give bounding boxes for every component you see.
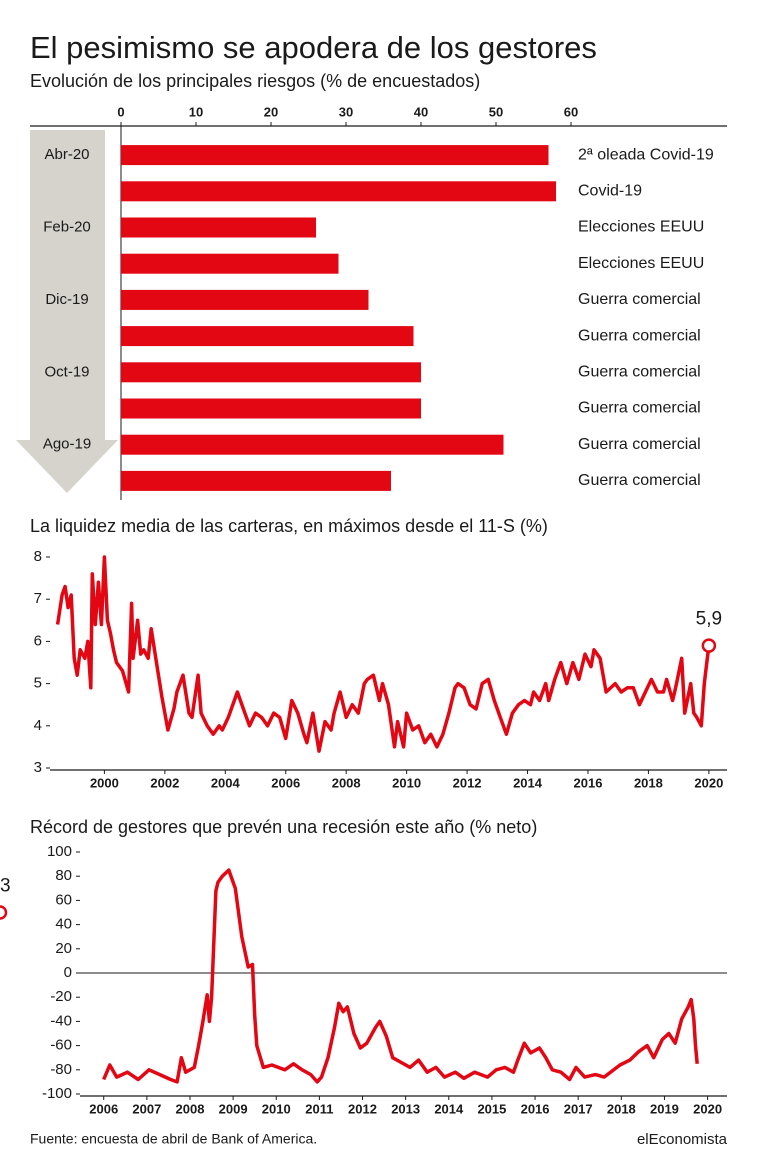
x-tick-label: 30	[339, 104, 353, 119]
x-tick-label: 2007	[132, 1101, 161, 1116]
y-tick-label: 5	[34, 675, 42, 692]
line	[102, 868, 699, 1084]
y-tick-label: 3	[34, 759, 42, 776]
bar-label: Guerra comercial	[578, 400, 701, 417]
row-label: Abr-20	[44, 146, 89, 163]
x-tick-label: 2008	[176, 1101, 205, 1116]
x-tick-label: 50	[489, 104, 503, 119]
bar	[121, 362, 421, 383]
row-label: Feb-20	[43, 218, 91, 235]
bar	[121, 470, 391, 491]
x-tick-label: 2010	[262, 1101, 291, 1116]
y-tick-label: 6	[34, 632, 42, 649]
y-tick-label: 4	[34, 717, 42, 734]
bar-label: 2ª oleada Covid-19	[578, 146, 714, 163]
y-tick-label: -60	[50, 1037, 72, 1054]
x-tick-label: 2020	[694, 775, 723, 790]
value-label: 93	[0, 876, 11, 897]
x-tick-label: 10	[189, 104, 203, 119]
chart-subtitle: La liquidez media de las carteras, en má…	[30, 516, 548, 536]
bar-label: Guerra comercial	[578, 327, 701, 344]
x-tick-label: 2004	[211, 775, 241, 790]
bar	[121, 181, 556, 202]
x-tick-label: 2012	[348, 1101, 377, 1116]
y-tick-label: -20	[50, 988, 72, 1005]
bar-label: Guerra comercial	[578, 364, 701, 381]
value-label: 5,9	[696, 609, 722, 630]
x-tick-label: 2012	[453, 775, 482, 790]
bar	[121, 326, 414, 347]
bar-label: Elecciones EEUU	[578, 219, 704, 236]
chart-subtitle: Récord de gestores que prevén una recesi…	[30, 817, 537, 837]
x-tick-label: 2002	[150, 775, 179, 790]
y-tick-label: 100	[47, 843, 72, 860]
bar	[121, 253, 339, 274]
x-tick-label: 2006	[89, 1101, 118, 1116]
time-arrow	[16, 130, 118, 493]
row-label: Dic-19	[45, 291, 88, 308]
y-tick-label: 7	[34, 590, 42, 607]
bar-label: Guerra comercial	[578, 291, 701, 308]
y-tick-label: 60	[55, 891, 72, 908]
x-tick-label: 2008	[332, 775, 361, 790]
x-tick-label: 2016	[574, 775, 603, 790]
x-tick-label: 2006	[271, 775, 300, 790]
x-tick-label: 40	[414, 104, 428, 119]
bar-label: Covid-19	[578, 183, 642, 200]
y-tick-label: -100	[42, 1085, 72, 1102]
bar	[121, 217, 316, 238]
x-tick-label: 2014	[513, 775, 543, 790]
bar-label: Guerra comercial	[578, 472, 701, 489]
chart-subtitle: Evolución de los principales riesgos (% …	[30, 71, 480, 91]
y-tick-label: 0	[64, 964, 72, 981]
bar	[121, 398, 421, 419]
x-tick-label: 0	[117, 104, 124, 119]
x-tick-label: 2010	[392, 775, 421, 790]
bar-label: Elecciones EEUU	[578, 255, 704, 272]
x-tick-label: 2015	[477, 1101, 506, 1116]
bar-label: Guerra comercial	[578, 436, 701, 453]
source: Fuente: encuesta de abril de Bank of Ame…	[30, 1131, 317, 1147]
brand: elEconomista	[637, 1131, 728, 1148]
row-label: Oct-19	[44, 363, 89, 380]
bar	[121, 434, 504, 455]
y-tick-label: 80	[55, 867, 72, 884]
x-tick-label: 2013	[391, 1101, 420, 1116]
x-tick-label: 2019	[650, 1101, 679, 1116]
x-tick-label: 2014	[434, 1101, 464, 1116]
x-tick-label: 2011	[305, 1101, 333, 1116]
y-tick-label: -40	[50, 1012, 72, 1029]
x-tick-label: 2009	[219, 1101, 248, 1116]
x-tick-label: 60	[564, 104, 578, 119]
main-title: El pesimismo se apodera de los gestores	[30, 30, 597, 65]
row-label: Ago-19	[43, 436, 91, 453]
bar	[121, 145, 549, 166]
end-marker	[0, 905, 8, 920]
x-tick-label: 2018	[634, 775, 663, 790]
end-marker	[701, 638, 717, 653]
y-tick-label: -80	[50, 1061, 72, 1078]
bar	[121, 289, 369, 310]
y-tick-label: 20	[55, 940, 72, 957]
line	[55, 555, 711, 753]
y-tick-label: 40	[55, 916, 72, 933]
x-tick-label: 2000	[90, 775, 119, 790]
x-tick-label: 20	[264, 104, 278, 119]
x-tick-label: 2016	[521, 1101, 550, 1116]
x-tick-label: 2017	[564, 1101, 593, 1116]
x-tick-label: 2018	[607, 1101, 636, 1116]
x-tick-label: 2020	[693, 1101, 722, 1116]
y-tick-label: 8	[34, 548, 42, 565]
